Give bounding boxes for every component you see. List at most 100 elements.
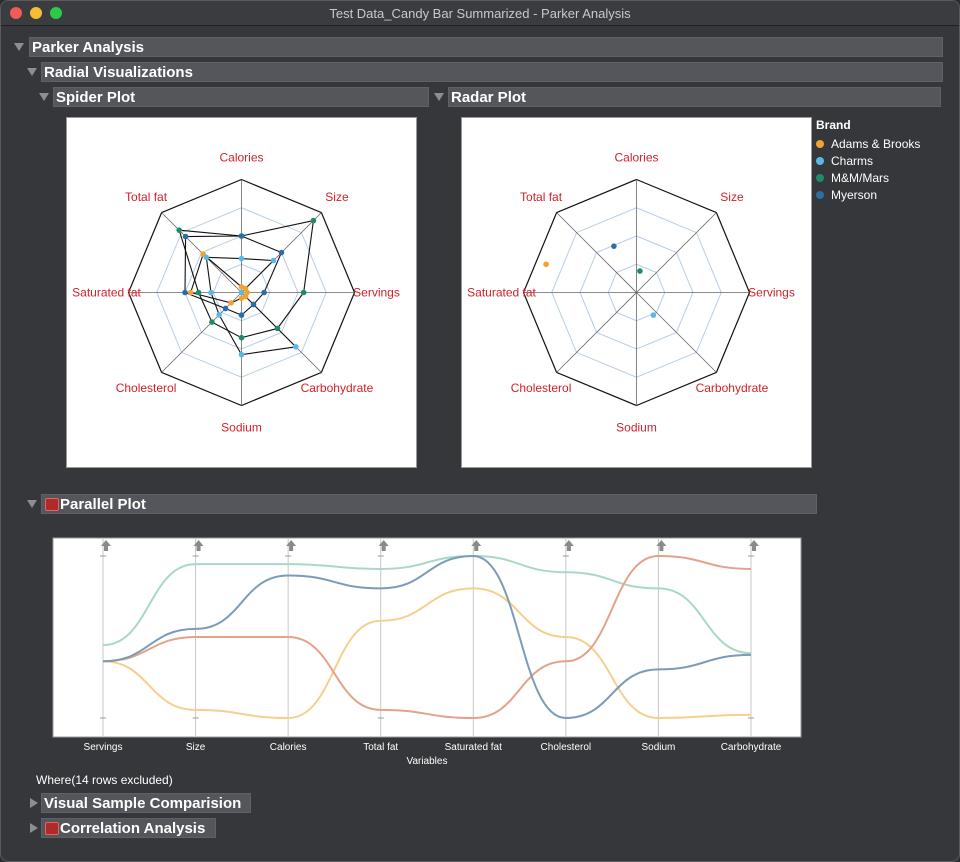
red-triangle-menu-icon[interactable] <box>45 822 59 835</box>
axis-label: Calories <box>219 151 263 165</box>
x-tick-label: Size <box>186 742 206 753</box>
axis-label: Saturated fat <box>72 286 141 300</box>
data-point <box>650 312 657 318</box>
data-point <box>222 305 229 312</box>
data-point <box>238 334 245 341</box>
legend-label: Adams & Brooks <box>831 137 921 151</box>
axis-label: Sodium <box>221 421 262 435</box>
collapse-parallel-icon[interactable] <box>27 500 37 508</box>
red-triangle-menu-icon[interactable] <box>45 498 59 511</box>
data-point <box>238 255 245 262</box>
axis-label: Servings <box>748 286 795 300</box>
expand-visual-sample-icon[interactable] <box>30 798 38 808</box>
legend-title: Brand <box>816 118 851 132</box>
legend-item[interactable]: Adams & Brooks <box>816 136 920 153</box>
data-point <box>216 312 222 318</box>
data-point <box>238 295 245 301</box>
legend-item[interactable]: Charms <box>816 153 873 170</box>
x-axis-label: Variables <box>407 756 448 767</box>
spoke-line <box>556 292 637 373</box>
close-window-button[interactable] <box>10 7 22 19</box>
data-point <box>209 319 215 325</box>
data-point <box>238 233 245 239</box>
data-point <box>187 289 194 296</box>
legend-item[interactable]: M&M/Mars <box>816 170 889 187</box>
legend-marker <box>816 140 824 148</box>
axis-label: Sodium <box>616 421 657 435</box>
data-point <box>195 289 202 296</box>
window-title: Test Data_Candy Bar Summarized - Parker … <box>329 6 631 21</box>
collapse-radial-icon[interactable] <box>27 68 37 76</box>
outline-radar-plot[interactable]: Radar Plot <box>448 87 941 107</box>
spoke-line <box>161 292 242 373</box>
where-note: Where(14 rows excluded) <box>36 773 173 787</box>
axis-label: Carbohydrate <box>301 381 374 395</box>
legend-marker <box>816 157 824 165</box>
legend-marker <box>816 174 824 182</box>
maximize-window-button[interactable] <box>50 7 62 19</box>
radar-plot-panel: Calories Size Servings Carbohydrate Sodium Ch… <box>461 117 812 468</box>
spoke-line <box>636 212 717 293</box>
axis-handle-icon <box>193 540 204 551</box>
axis-label: Total fat <box>125 190 168 204</box>
data-point <box>182 233 189 240</box>
data-point <box>543 261 549 268</box>
data-point <box>293 344 299 350</box>
data-point <box>203 254 210 261</box>
outline-correlation-label: Correlation Analysis <box>60 820 206 837</box>
outline-radial-visualizations[interactable]: Radial Visualizations <box>41 62 943 82</box>
outline-parker-analysis[interactable]: Parker Analysis <box>29 37 943 57</box>
axis-handle-icon <box>471 540 482 551</box>
axis-label: Servings <box>353 286 400 300</box>
data-point <box>274 325 281 332</box>
spider-plot-panel: Calories Size Servings Carbohydrate Sodium Ch… <box>66 117 417 468</box>
axis-label: Cholesterol <box>511 381 572 395</box>
data-point <box>176 227 182 233</box>
axis-handle-icon <box>749 540 759 551</box>
collapse-parker-analysis-icon[interactable] <box>14 43 24 51</box>
data-point <box>270 257 277 264</box>
legend-label: Myerson <box>831 188 878 202</box>
outline-correlation-analysis[interactable]: Correlation Analysis <box>41 818 216 838</box>
outline-spider-plot[interactable]: Spider Plot <box>53 87 429 107</box>
collapse-spider-icon[interactable] <box>39 93 49 101</box>
legend-item[interactable]: Myerson <box>816 187 877 204</box>
data-point <box>278 249 285 256</box>
axis-label: Carbohydrate <box>696 381 769 395</box>
legend-label: M&M/Mars <box>831 171 889 185</box>
spider-plot: Calories Size Servings Carbohydrate Sodium Ch… <box>72 151 400 435</box>
spoke-line <box>636 292 717 373</box>
legend-marker <box>816 191 824 199</box>
axis-label: Cholesterol <box>116 381 177 395</box>
data-point <box>250 301 257 308</box>
x-tick-label: Sodium <box>641 742 675 753</box>
minimize-window-button[interactable] <box>30 7 42 19</box>
x-tick-label: Total fat <box>363 742 398 753</box>
axis-handle-icon <box>286 540 297 551</box>
outline-parallel-plot[interactable]: Parallel Plot <box>41 494 817 514</box>
axis-handle-icon <box>563 540 574 551</box>
data-point <box>611 243 617 249</box>
x-tick-label: Servings <box>84 742 123 753</box>
axis-label: Size <box>720 190 744 204</box>
collapse-radar-icon[interactable] <box>434 93 444 101</box>
data-point <box>208 289 214 296</box>
plot-area <box>52 537 802 738</box>
outline-visual-sample-comparision[interactable]: Visual Sample Comparision <box>41 793 251 813</box>
series-line <box>102 554 752 720</box>
x-tick-label: Cholesterol <box>541 742 592 753</box>
data-point <box>238 289 245 296</box>
axis-handle-icon <box>656 540 667 551</box>
axis-handle-icon <box>378 540 389 551</box>
data-point <box>182 289 188 296</box>
x-tick-label: Carbohydrate <box>721 742 782 753</box>
x-tick-label: Calories <box>270 742 307 753</box>
title-bar: Test Data_Candy Bar Summarized - Parker … <box>1 1 959 26</box>
series-line <box>102 587 752 720</box>
data-point <box>261 289 267 296</box>
data-point <box>238 312 245 318</box>
radar-plot: Calories Size Servings Carbohydrate Sodium Ch… <box>467 151 795 435</box>
expand-correlation-icon[interactable] <box>30 823 38 833</box>
series-line <box>102 554 752 655</box>
